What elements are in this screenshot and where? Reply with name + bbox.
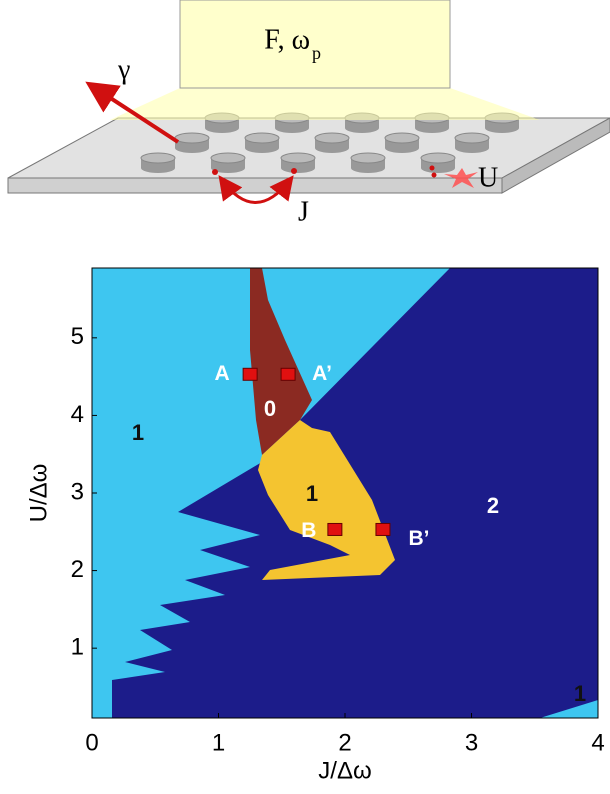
y-tick-label: 4 bbox=[71, 401, 84, 428]
slab-front bbox=[7, 177, 503, 194]
x-tick-label: 2 bbox=[338, 729, 351, 756]
cavity-top bbox=[314, 132, 350, 144]
point bbox=[280, 367, 296, 381]
x-tick-label: 3 bbox=[465, 729, 478, 756]
cavity-top bbox=[280, 152, 316, 164]
y-tick-label: 3 bbox=[71, 478, 84, 505]
x-tick-label: 0 bbox=[85, 729, 98, 756]
hopping-arrow bbox=[218, 175, 294, 204]
point bbox=[242, 367, 258, 381]
point bbox=[327, 522, 343, 536]
region-label: 0 bbox=[264, 396, 276, 421]
loss-label: γ bbox=[117, 54, 130, 85]
cavity-top bbox=[420, 152, 456, 164]
photon bbox=[212, 169, 218, 175]
region-label: 1 bbox=[306, 481, 318, 506]
point bbox=[375, 522, 391, 536]
loss-arrow bbox=[85, 81, 180, 144]
cavity-bottom bbox=[211, 163, 245, 173]
cavity-top bbox=[210, 152, 246, 164]
y-tick-label: 1 bbox=[71, 634, 84, 661]
cavity-bottom bbox=[455, 143, 489, 153]
interaction-label: U bbox=[478, 162, 498, 193]
pump-beam bbox=[110, 88, 540, 120]
y-tick-label: 2 bbox=[71, 556, 84, 583]
photon bbox=[429, 165, 435, 171]
y-axis-label: U/Δω bbox=[25, 464, 52, 523]
pump-label: F, ω bbox=[264, 24, 310, 55]
photon bbox=[431, 172, 437, 178]
cavity-bottom bbox=[415, 123, 449, 133]
point-label: B bbox=[301, 519, 316, 542]
cavity-bottom bbox=[421, 163, 455, 173]
interaction-burst bbox=[444, 168, 478, 188]
point-label: A’ bbox=[312, 362, 332, 385]
cavity-bottom bbox=[175, 143, 209, 153]
cavity-bottom bbox=[141, 163, 175, 173]
pump-box bbox=[179, 0, 451, 89]
phase-diagram bbox=[91, 267, 599, 719]
cavity-top bbox=[454, 132, 490, 144]
cavity-bottom bbox=[275, 123, 309, 133]
schematic: F, ω p γ J U bbox=[7, 0, 610, 227]
cavity-top bbox=[350, 152, 386, 164]
x-tick-label: 1 bbox=[212, 729, 225, 756]
cavity-bottom bbox=[485, 123, 519, 133]
point-label: B’ bbox=[408, 527, 429, 550]
cavity-top bbox=[384, 132, 420, 144]
cavity-bottom bbox=[205, 123, 239, 133]
cavity-bottom bbox=[315, 143, 349, 153]
region-label: 1 bbox=[132, 420, 144, 445]
x-tick-label: 4 bbox=[591, 729, 604, 756]
cavity-top bbox=[140, 152, 176, 164]
cavity-bottom bbox=[281, 163, 315, 173]
cavity-bottom bbox=[351, 163, 385, 173]
cavity-top bbox=[174, 132, 210, 144]
point-label: A bbox=[215, 362, 230, 385]
cavity-bottom bbox=[245, 143, 279, 153]
hopping-label: J bbox=[298, 196, 309, 227]
pump-subscript: p bbox=[312, 43, 321, 63]
cavity-bottom bbox=[385, 143, 419, 153]
x-axis-label: J/Δω bbox=[318, 757, 371, 784]
slab-side bbox=[501, 117, 610, 194]
y-tick-label: 5 bbox=[71, 323, 84, 350]
cavity-top bbox=[244, 132, 280, 144]
region-label: 2 bbox=[487, 493, 499, 518]
photon bbox=[291, 168, 297, 174]
cavity-bottom bbox=[345, 123, 379, 133]
region-one bbox=[258, 420, 395, 580]
region-zero bbox=[250, 268, 312, 455]
region-label: 1 bbox=[574, 681, 586, 706]
